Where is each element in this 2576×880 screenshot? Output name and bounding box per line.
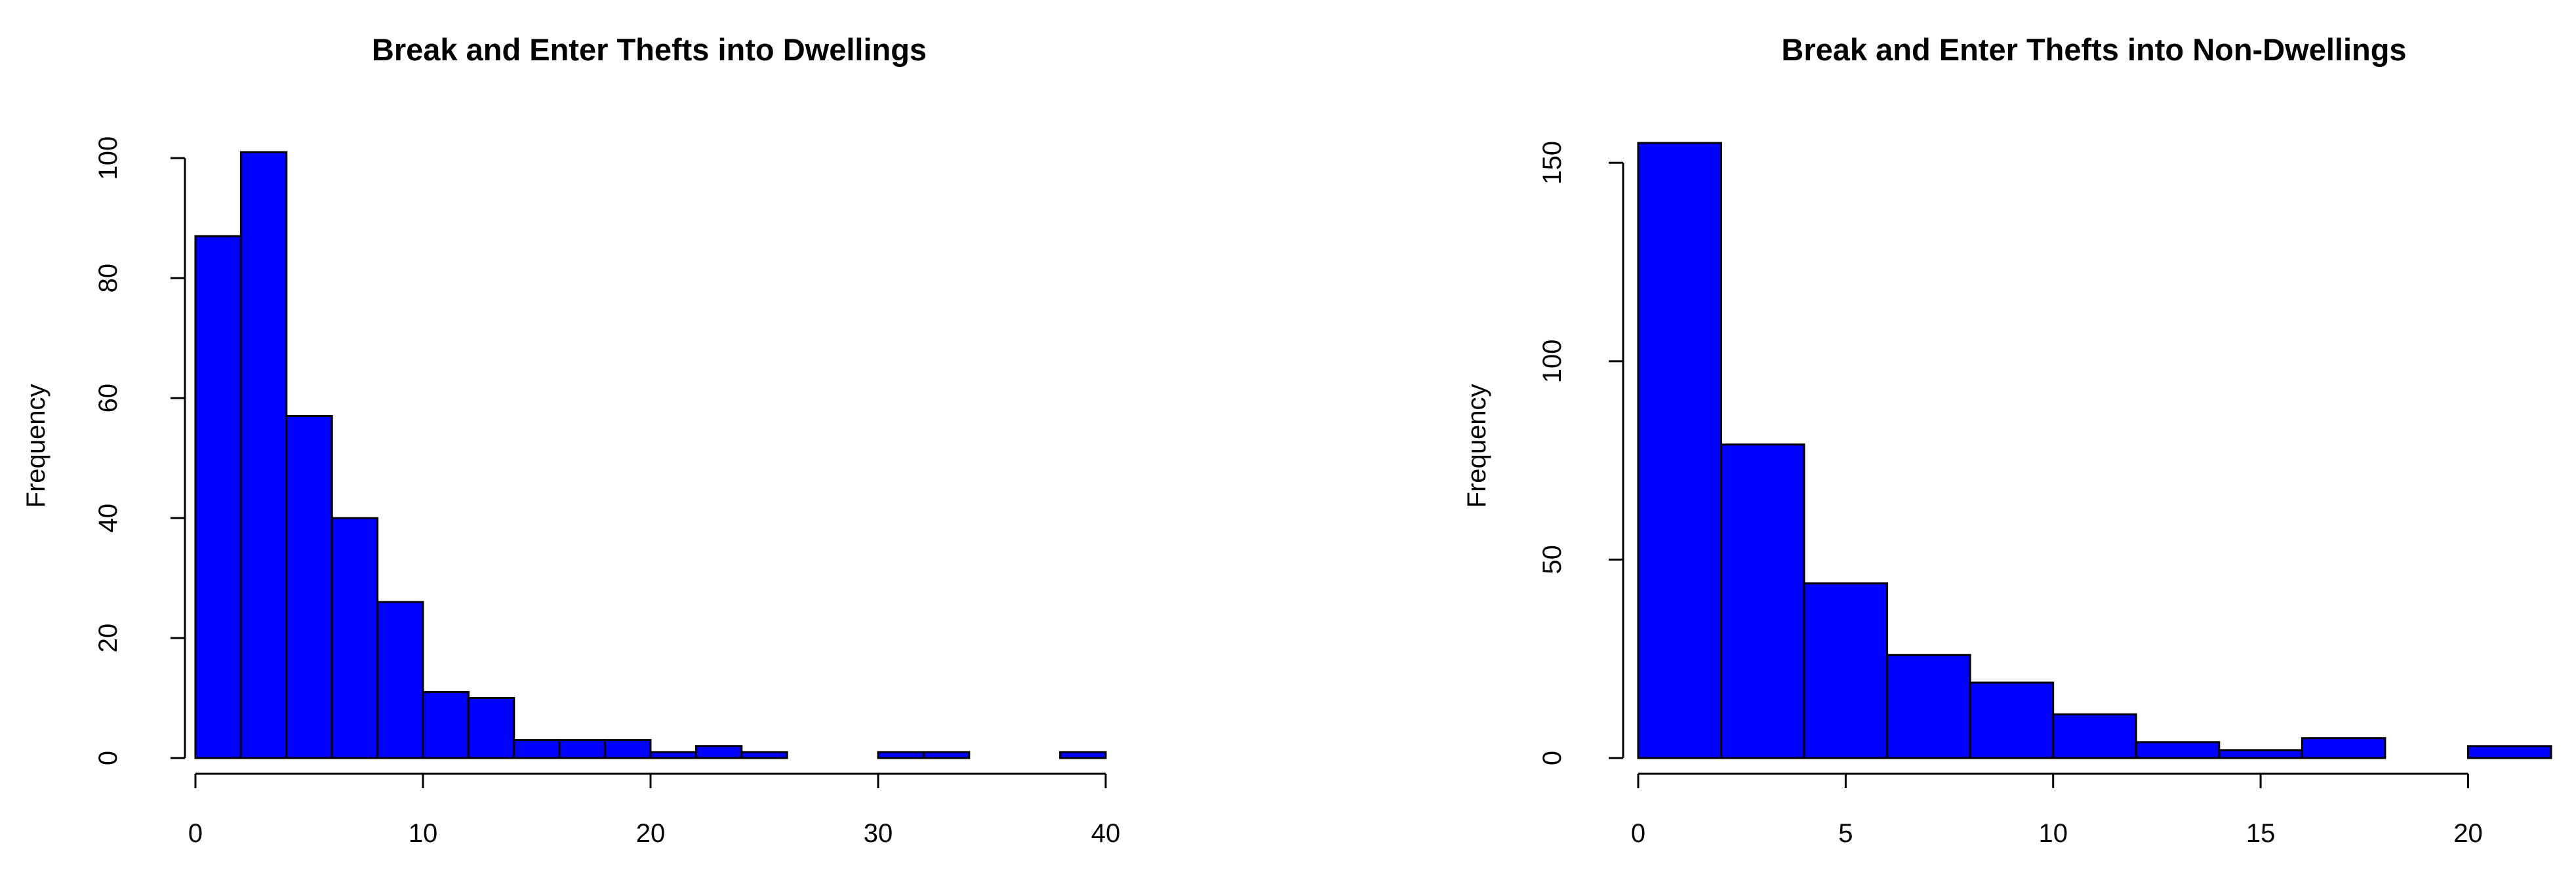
non-dwellings-y-axis: 0 50 100 150 bbox=[1538, 141, 1624, 765]
dwellings-bars bbox=[194, 151, 1107, 759]
dwellings-y-tick-label: 0 bbox=[94, 751, 123, 765]
dwellings-bar bbox=[285, 415, 333, 759]
dwellings-bar bbox=[649, 751, 697, 759]
dwellings-bar bbox=[604, 739, 652, 759]
dwellings-bar bbox=[877, 751, 925, 759]
dwellings-bar bbox=[422, 690, 470, 759]
non-dwellings-histogram-panel: Break and Enter Thefts into Non-Dwelling… bbox=[1462, 32, 2552, 848]
dwellings-x-axis: 0 10 20 30 40 bbox=[188, 772, 1121, 848]
dwellings-x-tick-label: 20 bbox=[636, 819, 666, 848]
non-dwellings-bars bbox=[1637, 142, 2552, 759]
dwellings-x-tick-label: 30 bbox=[864, 819, 893, 848]
non-dwellings-y-tick-label: 100 bbox=[1538, 339, 1567, 383]
non-dwellings-bar bbox=[2467, 745, 2552, 759]
non-dwellings-y-tick-label: 50 bbox=[1538, 545, 1567, 574]
non-dwellings-bar bbox=[1803, 582, 1889, 759]
non-dwellings-x-tick-label: 5 bbox=[1838, 819, 1853, 848]
non-dwellings-bar bbox=[2135, 741, 2221, 759]
dwellings-bar bbox=[239, 151, 288, 759]
dwellings-y-tick-label: 20 bbox=[94, 624, 123, 653]
dwellings-x-tick-label: 0 bbox=[188, 819, 203, 848]
non-dwellings-bar bbox=[1969, 681, 2055, 759]
non-dwellings-x-tick-label: 20 bbox=[2453, 819, 2483, 848]
non-dwellings-bar bbox=[2052, 713, 2137, 759]
dwellings-bar bbox=[467, 697, 515, 759]
dwellings-bar bbox=[694, 745, 743, 759]
dwellings-y-axis-label: Frequency bbox=[22, 384, 50, 508]
dwellings-bar bbox=[922, 751, 971, 759]
dwellings-bar bbox=[194, 235, 242, 759]
non-dwellings-chart-title: Break and Enter Thefts into Non-Dwelling… bbox=[1781, 32, 2406, 67]
non-dwellings-y-tick-label: 0 bbox=[1538, 751, 1567, 765]
dwellings-bar bbox=[1059, 751, 1107, 759]
non-dwellings-bar bbox=[1886, 654, 1971, 759]
dwellings-histogram-panel: Break and Enter Thefts into Dwellings Fr… bbox=[22, 32, 1120, 848]
dwellings-chart-title: Break and Enter Thefts into Dwellings bbox=[372, 32, 927, 67]
non-dwellings-bar bbox=[2301, 737, 2386, 759]
dwellings-y-tick-label: 40 bbox=[94, 504, 123, 533]
non-dwellings-bar bbox=[2218, 749, 2303, 759]
dwellings-bar bbox=[513, 739, 561, 759]
dwellings-y-axis: 0 20 40 60 80 100 bbox=[94, 136, 186, 765]
non-dwellings-x-axis: 0 5 10 15 20 bbox=[1631, 772, 2483, 848]
dwellings-bar bbox=[331, 517, 379, 759]
non-dwellings-y-axis-label: Frequency bbox=[1462, 384, 1491, 508]
non-dwellings-bar bbox=[1637, 142, 1722, 759]
dwellings-y-tick-label: 60 bbox=[94, 384, 123, 413]
dwellings-y-tick-label: 80 bbox=[94, 264, 123, 293]
dwellings-bar bbox=[376, 601, 424, 759]
dwellings-bar bbox=[740, 751, 788, 759]
non-dwellings-x-tick-label: 15 bbox=[2246, 819, 2276, 848]
dwellings-y-tick-label: 100 bbox=[94, 136, 123, 180]
dwellings-x-tick-label: 40 bbox=[1091, 819, 1121, 848]
dwellings-bar bbox=[558, 739, 607, 759]
non-dwellings-bar bbox=[1720, 443, 1805, 759]
non-dwellings-y-tick-label: 150 bbox=[1538, 141, 1567, 185]
non-dwellings-x-tick-label: 10 bbox=[2038, 819, 2068, 848]
non-dwellings-x-tick-label: 0 bbox=[1631, 819, 1645, 848]
dwellings-x-tick-label: 10 bbox=[409, 819, 438, 848]
